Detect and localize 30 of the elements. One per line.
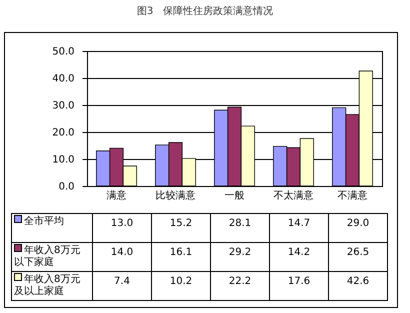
data-label: 26.5 (328, 242, 388, 272)
x-tick-label: 一般 (224, 190, 244, 202)
data-label: 28.1 (210, 214, 270, 242)
data-label: 29.0 (328, 214, 388, 242)
data-label: 15.2 (152, 214, 210, 242)
data-label: 17.6 (270, 272, 328, 300)
data-label: 22.2 (210, 272, 270, 300)
legend-label: 年收入8万元及以上家庭 (12, 272, 92, 300)
y-tick-label: 20.0 (52, 128, 74, 138)
data-label: 14.2 (270, 242, 328, 272)
x-tick-label: 比较满意 (156, 190, 196, 202)
y-tick-label: 50.0 (52, 46, 74, 58)
y-tick-label: 0.0 (58, 182, 74, 192)
y-tick-label: 30.0 (52, 100, 74, 112)
data-label: 7.4 (92, 272, 152, 300)
data-label: 10.2 (152, 272, 210, 300)
x-tick-label: 满意 (106, 190, 126, 202)
data-label: 16.1 (152, 242, 210, 272)
y-tick-label: 40.0 (52, 74, 74, 84)
x-tick-label: 不满意 (338, 190, 368, 202)
legend-label: 年收入8万元以下家庭 (12, 242, 92, 272)
y-tick-label: 10.0 (52, 154, 74, 166)
data-label: 14.0 (92, 242, 152, 272)
legend-label: 全市平均 (12, 214, 92, 242)
chart-title: 图3 保障性住房政策满意情况 (136, 4, 274, 18)
data-label: 42.6 (328, 272, 388, 300)
data-label: 13.0 (92, 214, 152, 242)
x-tick-label: 不太满意 (274, 190, 314, 202)
data-label: 14.7 (270, 214, 328, 242)
data-label: 29.2 (210, 242, 270, 272)
